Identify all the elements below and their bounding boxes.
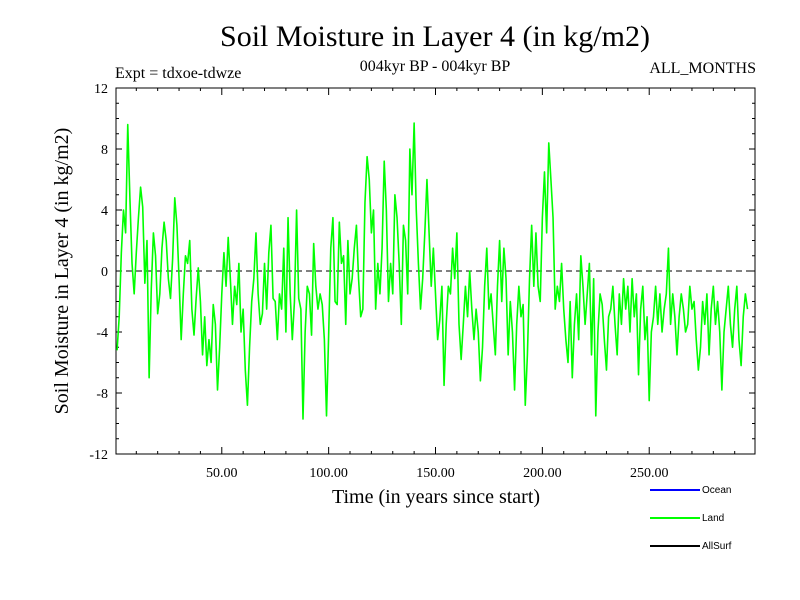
- x-tick-label: 150.00: [416, 466, 455, 481]
- series-layer: [116, 122, 749, 420]
- y-axis: 12 8 4 0 -4 -8 -12: [89, 82, 755, 463]
- legend: Ocean Land AllSurf: [650, 485, 732, 552]
- y-tick-label: 12: [94, 82, 108, 97]
- y-tick-label: -8: [96, 387, 108, 402]
- y-tick-label: -12: [89, 448, 108, 463]
- x-tick-label: 200.00: [523, 466, 562, 481]
- plot-area: 12 8 4 0 -4 -8 -12 50.00 100.00 150.00 200.00 250.…: [89, 82, 756, 481]
- y-tick-label: 0: [101, 265, 108, 280]
- x-axis-label: Time (in years since start): [332, 486, 540, 508]
- y-tick-label: -4: [96, 326, 108, 341]
- legend-label-ocean: Ocean: [702, 485, 731, 496]
- y-tick-label: 8: [101, 143, 108, 158]
- experiment-note: Expt = tdxoe-tdwze: [115, 65, 241, 82]
- y-tick-label: 4: [101, 204, 108, 219]
- x-tick-label: 50.00: [206, 466, 238, 481]
- x-axis: 50.00 100.00 150.00 200.00 250.00: [135, 88, 736, 481]
- legend-label-land: Land: [702, 513, 724, 524]
- chart-subtitle: 004kyr BP - 004kyr BP: [360, 58, 511, 75]
- chart-title: Soil Moisture in Layer 4 (in kg/m2): [220, 20, 650, 53]
- x-tick-label: 250.00: [630, 466, 669, 481]
- series-line-land: [116, 122, 749, 420]
- y-axis-label: Soil Moisture in Layer 4 (in kg/m2): [51, 128, 73, 415]
- x-tick-label: 100.00: [309, 466, 348, 481]
- legend-label-allsurf: AllSurf: [702, 541, 732, 552]
- months-note: ALL_MONTHS: [649, 60, 756, 77]
